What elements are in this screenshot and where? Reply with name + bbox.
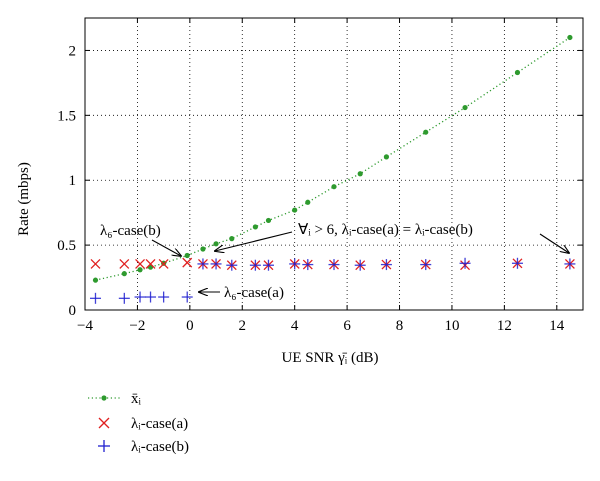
data-point-case-b: [564, 258, 576, 270]
legend-x-marker-icon: [98, 417, 110, 429]
x-marker-stroke: [135, 258, 146, 269]
data-point-case-b: [181, 291, 193, 303]
y-axis-label: Rate (mbps): [16, 162, 32, 236]
data-point-case-b: [158, 291, 170, 303]
data-point-case-a: [145, 258, 156, 269]
data-point-xbar: [229, 236, 235, 242]
y-tick-label: 0.5: [57, 238, 76, 254]
x-tick-label: 2: [239, 318, 247, 334]
legend-plus-marker-icon: [98, 440, 110, 452]
data-point-case-a: [90, 258, 101, 269]
data-point-xbar: [305, 199, 311, 205]
annotation-forall-text: ∀ᵢ > 6, λᵢ-case(a) = λᵢ-case(b): [298, 222, 473, 238]
annotation-lambda6-a-text: λ₆-case(a): [224, 285, 284, 301]
data-point-xbar: [357, 171, 363, 177]
y-tick-label: 0: [69, 303, 77, 319]
data-point-case-b: [89, 292, 101, 304]
data-series: [89, 34, 576, 304]
x-tick-label: 12: [497, 318, 512, 334]
x-tick-label: 8: [396, 318, 404, 334]
x-tick-label: 10: [444, 318, 459, 334]
legend-item-xbar: x̄ᵢ: [88, 391, 142, 407]
y-tick-label: 1: [69, 173, 77, 189]
legend-label-case-a: λᵢ-case(a): [131, 416, 188, 432]
data-point-case-b: [145, 291, 157, 303]
data-point-xbar: [200, 246, 206, 252]
data-point-case-b: [134, 291, 146, 303]
legend-item-case-a: λᵢ-case(a): [98, 416, 188, 432]
annotation-lambda6-b-text: λ₆-case(b): [100, 223, 161, 239]
data-point-xbar: [331, 184, 337, 190]
data-point-case-a: [135, 258, 146, 269]
x-marker-stroke: [119, 258, 130, 269]
data-point-case-b: [118, 292, 130, 304]
legend-label-case-b: λᵢ-case(b): [131, 439, 189, 455]
data-point-case-b: [197, 258, 209, 270]
legend: x̄ᵢ λᵢ-case(a) λᵢ-case(b): [88, 391, 189, 455]
series-0: [92, 34, 573, 283]
x-axis-label: UE SNR γ̄ᵢ (dB): [281, 350, 378, 366]
annotation-lambda6-b: λ₆-case(b): [100, 223, 181, 256]
data-point-case-b: [289, 258, 301, 270]
data-point-case-a: [158, 258, 169, 269]
data-point-case-b: [249, 259, 261, 271]
x-tick-label: 0: [186, 318, 194, 334]
axes: [84, 17, 584, 311]
data-point-xbar: [265, 217, 272, 224]
data-point-case-b: [210, 258, 222, 270]
tick-labels: −4 −2 0 2 4 6 8 10 12 14 0 0.5 1 1.5 2: [57, 43, 565, 334]
x-tick-label: −2: [129, 318, 145, 334]
data-point-case-b: [226, 259, 238, 271]
legend-item-case-b: λᵢ-case(b): [98, 439, 189, 455]
data-point-xbar: [184, 252, 190, 259]
annotation-forall-arrow-left: [215, 231, 293, 251]
data-point-case-b: [459, 257, 471, 269]
series-line-xbar: [95, 36, 571, 281]
data-point-case-b: [420, 259, 432, 271]
y-tick-label: 1.5: [57, 108, 76, 124]
data-point-case-a: [182, 257, 193, 268]
annotation-forall: ∀ᵢ > 6, λᵢ-case(a) = λᵢ-case(b): [215, 222, 569, 253]
data-point-case-b: [380, 259, 392, 271]
annotation-lambda6-b-arrow: [151, 239, 181, 256]
x-tick-label: 4: [291, 318, 299, 334]
data-point-xbar: [137, 267, 143, 273]
data-point-xbar: [567, 34, 573, 41]
data-point-xbar: [213, 241, 219, 247]
x-marker-stroke: [145, 258, 156, 269]
x-tick-label: 6: [343, 318, 351, 334]
data-point-case-a: [119, 258, 130, 269]
data-point-xbar: [462, 104, 468, 111]
legend-label-xbar: x̄ᵢ: [131, 391, 142, 407]
annotation-forall-arrow-right: [539, 233, 569, 253]
x-marker-stroke: [90, 258, 101, 269]
plot-frame: [84, 17, 584, 311]
data-point-xbar: [514, 69, 521, 76]
x-tick-label: −4: [77, 318, 93, 334]
series-2: [89, 257, 576, 304]
data-point-case-b: [354, 259, 366, 271]
x-marker-stroke: [182, 257, 193, 268]
data-point-xbar: [92, 277, 99, 283]
data-point-case-b: [302, 259, 314, 271]
legend-xbar-dot-icon: [101, 395, 107, 401]
x-tick-label: 14: [549, 318, 565, 334]
grid: [85, 18, 583, 310]
data-point-xbar: [423, 129, 429, 135]
data-point-xbar: [121, 271, 127, 277]
y-tick-label: 2: [69, 43, 77, 59]
data-point-case-b: [262, 259, 274, 271]
data-point-xbar: [383, 154, 390, 160]
data-point-case-b: [328, 259, 340, 271]
data-point-xbar: [252, 224, 258, 230]
x-marker-stroke: [158, 258, 169, 269]
data-point-case-b: [511, 257, 523, 269]
data-point-xbar: [292, 207, 298, 213]
annotation-lambda6-a: λ₆-case(a): [199, 285, 284, 301]
